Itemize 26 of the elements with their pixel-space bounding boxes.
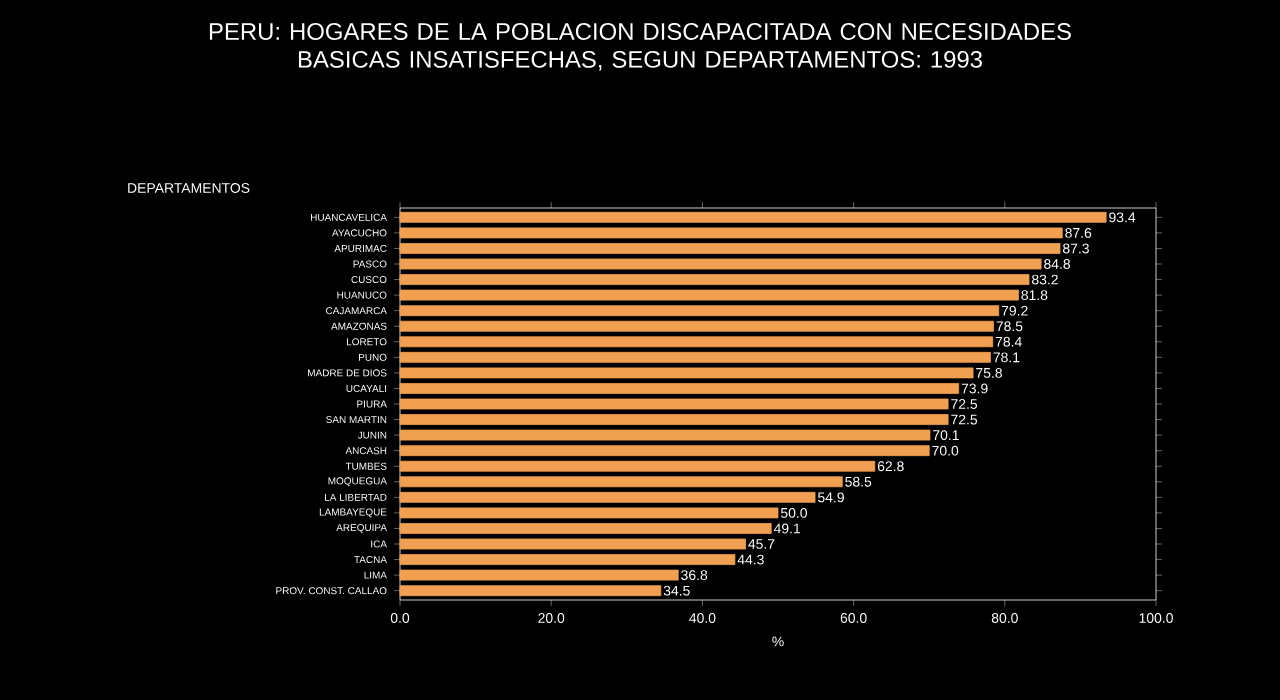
bar: [399, 351, 991, 363]
bar: [399, 414, 949, 425]
bar: [399, 585, 662, 597]
bar: [399, 227, 1063, 239]
bar: [399, 569, 679, 581]
bar: [399, 274, 1030, 285]
bar: [399, 398, 949, 410]
bar: [399, 243, 1061, 254]
bar: [399, 320, 994, 332]
bar: [399, 429, 931, 441]
bar: [399, 491, 816, 503]
bar: [399, 476, 843, 488]
bar: [399, 523, 772, 534]
bar: [399, 367, 974, 379]
bar: [399, 507, 779, 519]
bar: [399, 445, 930, 457]
bar: [399, 211, 1107, 223]
bar: [399, 383, 960, 394]
chart-title: PERU: HOGARES DE LA POBLACION DISCAPACITADA CON NECESIDADES BASICAS INSATISFECHAS, SEGUN DEPARTAMENTOS: 1993: [209, 23, 1071, 71]
bar: [399, 289, 1019, 301]
bar: [399, 460, 876, 472]
bar: [399, 305, 1000, 317]
bar: [399, 336, 994, 348]
bar: [399, 538, 746, 550]
bar: [399, 554, 736, 565]
bar: [399, 258, 1042, 270]
